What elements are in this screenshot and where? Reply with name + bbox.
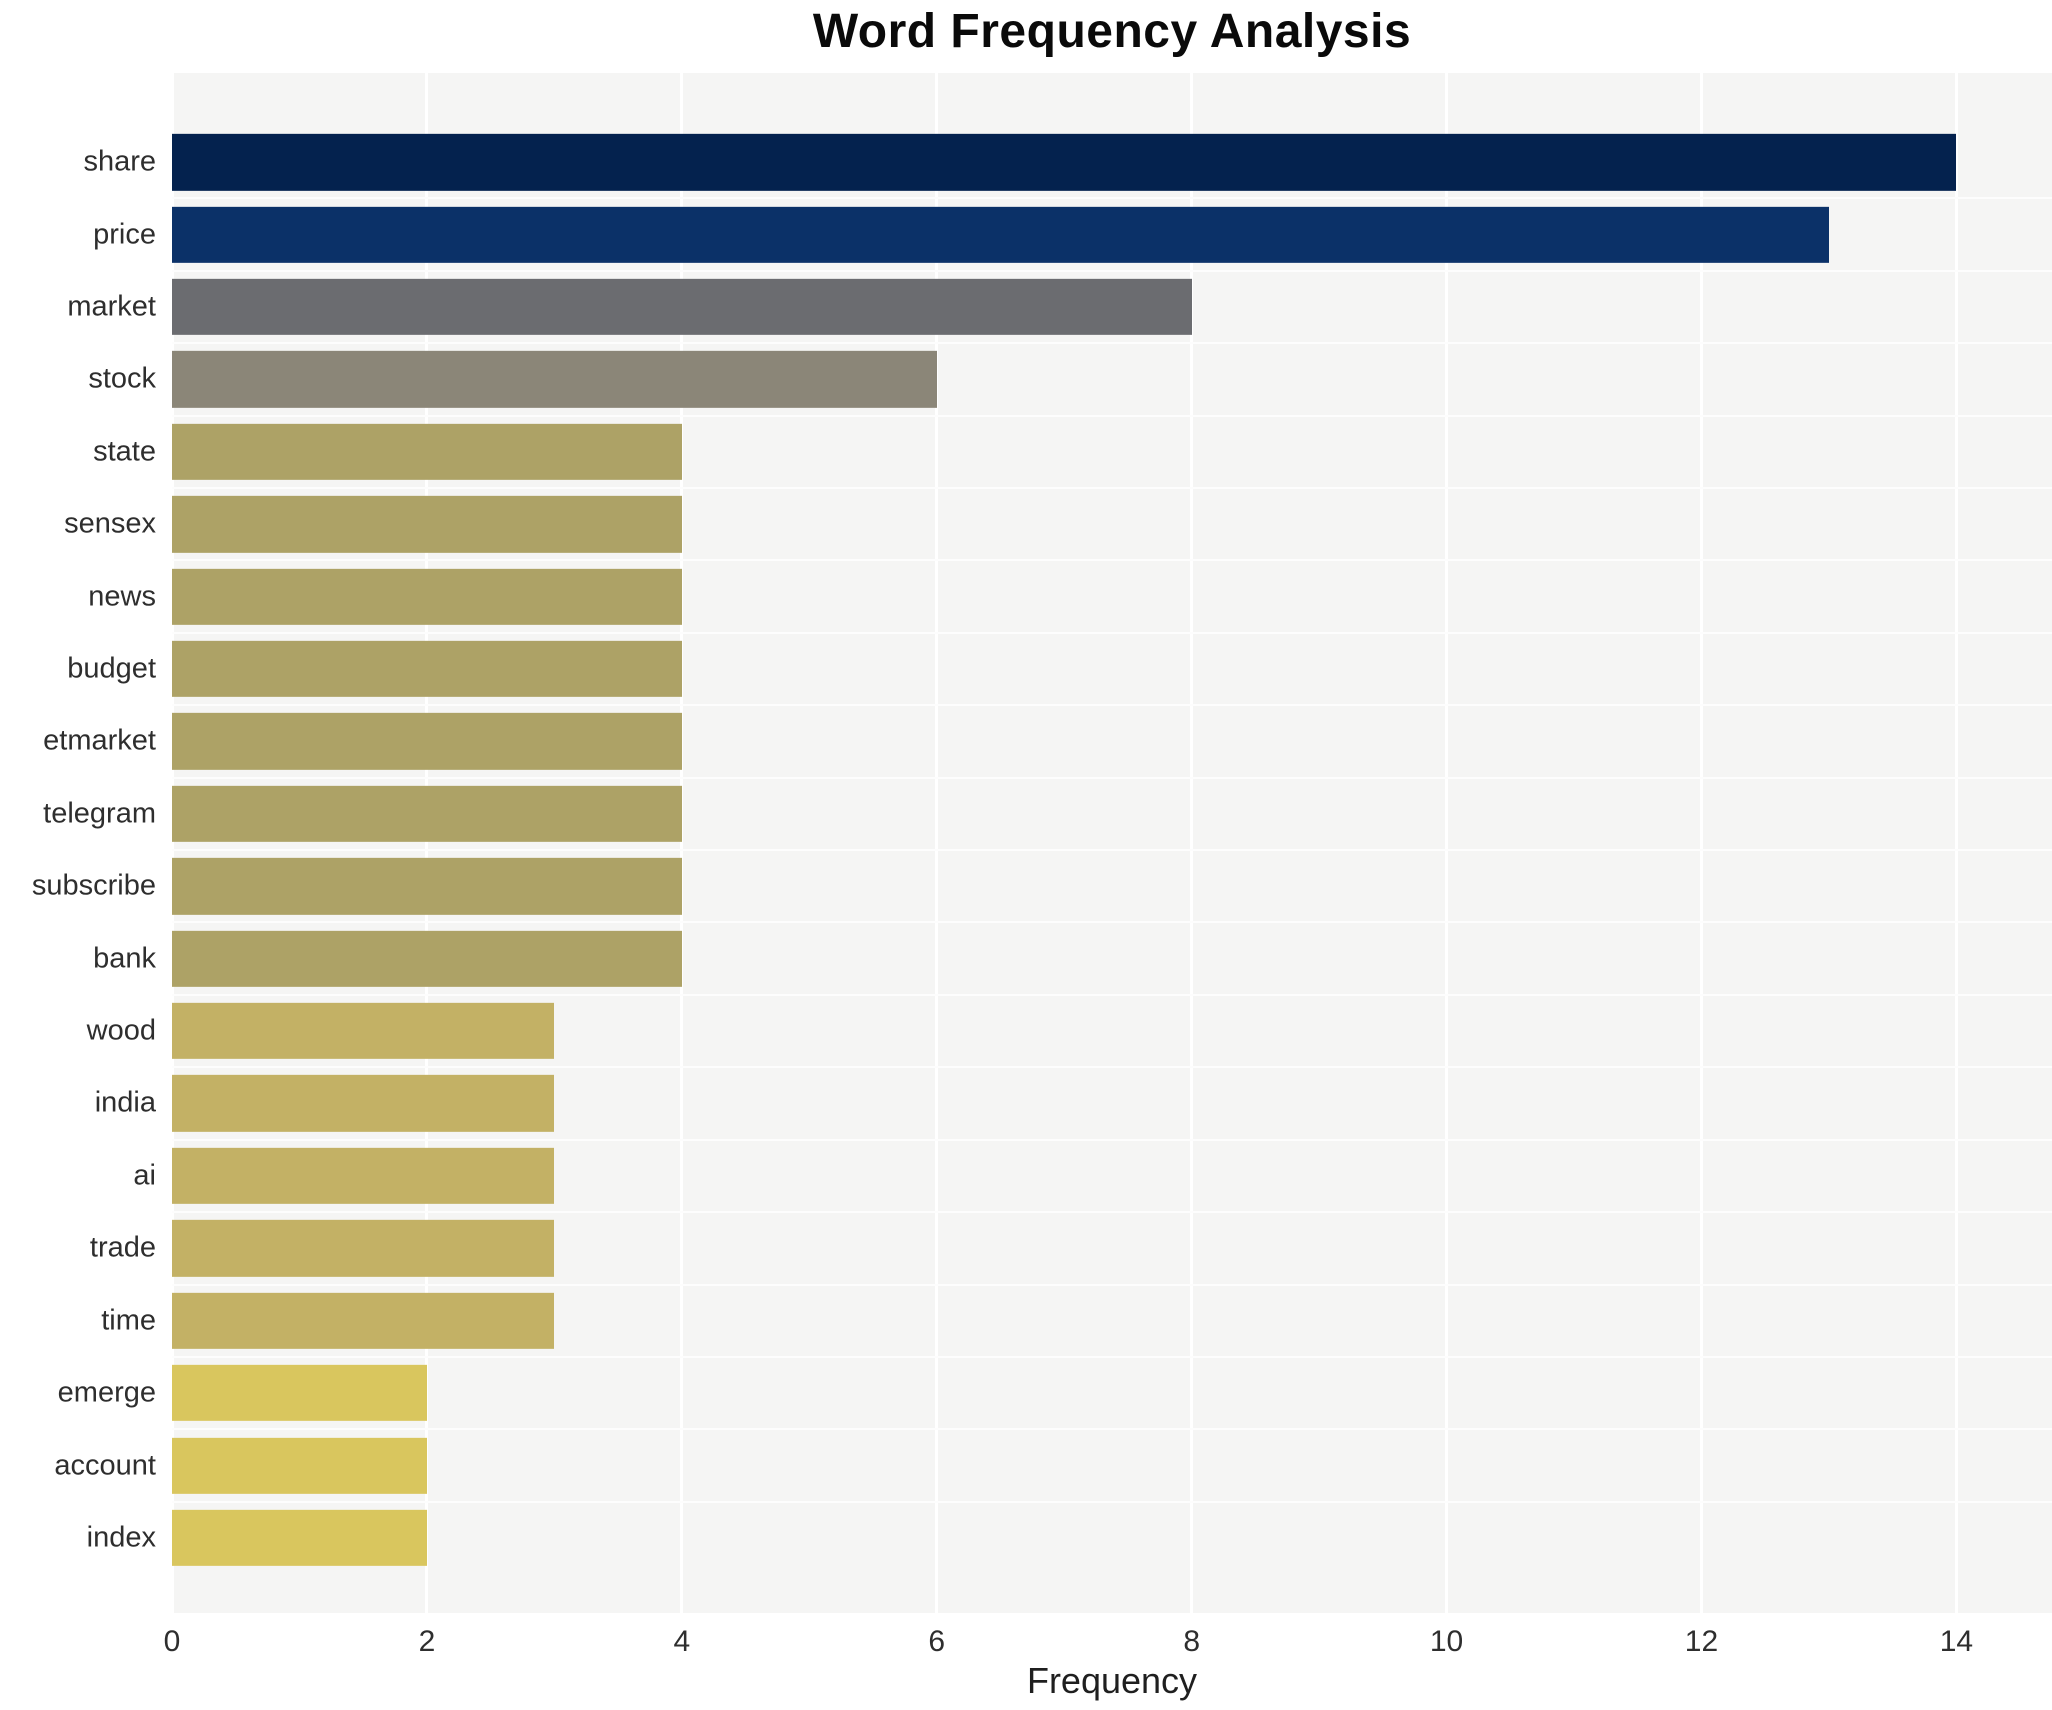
bar-row: wood [87, 993, 2052, 1066]
bar-row: subscribe [32, 849, 2052, 921]
category-label: trade [89, 1231, 156, 1264]
category-label: emerge [57, 1376, 156, 1409]
bar [172, 351, 937, 408]
category-label: wood [86, 1014, 156, 1047]
bar [172, 1509, 427, 1567]
category-label: price [93, 218, 156, 251]
gridline-x-12 [1699, 73, 1703, 1613]
x-tick-label: 6 [928, 1625, 946, 1658]
x-tick-label: 12 [1684, 1625, 1719, 1658]
bar [172, 1220, 555, 1277]
category-label: telegram [43, 797, 156, 830]
category-label: share [83, 145, 156, 178]
category-label: market [67, 290, 156, 323]
bar [172, 423, 682, 480]
bar-row: emerge [58, 1355, 2052, 1428]
gridline-x-14 [1954, 73, 1958, 1613]
bar [172, 206, 1829, 263]
gridline-x-6 [935, 73, 939, 1613]
bar-row: time [101, 1283, 2052, 1356]
bar [172, 134, 1957, 191]
bar [172, 640, 682, 698]
category-label: subscribe [31, 869, 156, 902]
x-tick-label: 2 [418, 1625, 436, 1658]
bar-row: sensex [64, 487, 2052, 559]
bar-rows: share price market stock state sensex news budg… [32, 73, 2052, 1613]
x-tick-label: 8 [1183, 1625, 1200, 1658]
x-tick-label: 14 [1939, 1625, 1974, 1658]
category-label: etmarket [43, 724, 156, 757]
bar [172, 1002, 555, 1060]
bar [172, 1075, 555, 1132]
x-axis: 0 2 4 6 8 10 12 14 [164, 1617, 2052, 1661]
bar-row: telegram [43, 776, 2052, 849]
bar-row: india [95, 1066, 2052, 1138]
category-label: news [88, 580, 156, 613]
x-axis-title: Frequency [1026, 1660, 1198, 1701]
bar [172, 713, 682, 770]
bar [172, 1292, 555, 1349]
category-label: account [54, 1449, 156, 1482]
bar [172, 496, 682, 553]
bar-row: ai [133, 1138, 2052, 1211]
bar-row: budget [67, 631, 2052, 704]
gridline-x-10 [1445, 73, 1449, 1613]
chart-title: Word Frequency Analysis [812, 5, 1412, 58]
bar-row: share [83, 127, 2052, 197]
bar-row: etmarket [43, 704, 2052, 776]
gridline-x-8 [1190, 73, 1194, 1613]
bar [172, 1437, 427, 1494]
x-tick-label: 0 [163, 1625, 181, 1658]
x-tick-label: 4 [673, 1625, 691, 1658]
bar [172, 930, 682, 987]
x-tick-label: 10 [1429, 1625, 1464, 1658]
bar-row: price [93, 197, 2052, 269]
bar-row: index [87, 1500, 2052, 1573]
bar-row: state [93, 414, 2052, 487]
category-label: budget [67, 652, 156, 685]
category-label: time [101, 1304, 156, 1337]
bar [172, 278, 1192, 336]
category-label: bank [93, 942, 156, 975]
bar [172, 785, 682, 843]
gridline-x-4 [680, 73, 684, 1613]
category-label: index [86, 1521, 156, 1554]
gridline-x-0 [170, 73, 174, 1613]
category-label: state [93, 435, 156, 468]
bar-row: stock [88, 342, 2052, 414]
gridline-x-2 [425, 73, 429, 1613]
category-label: india [94, 1086, 156, 1119]
category-label: stock [88, 362, 156, 395]
bar-row: bank [93, 921, 2052, 993]
bar-row: account [54, 1428, 2052, 1500]
category-label: sensex [64, 507, 156, 540]
bar [172, 1147, 555, 1205]
bar-row: trade [90, 1211, 2052, 1283]
bar-row: news [88, 559, 2052, 631]
bar [172, 858, 682, 915]
bar [172, 568, 682, 625]
plot-area: share price market stock state sensex news budg… [32, 73, 2052, 1613]
category-label: ai [133, 1159, 156, 1192]
bar-row: market [67, 269, 2052, 342]
bar [172, 1364, 427, 1422]
